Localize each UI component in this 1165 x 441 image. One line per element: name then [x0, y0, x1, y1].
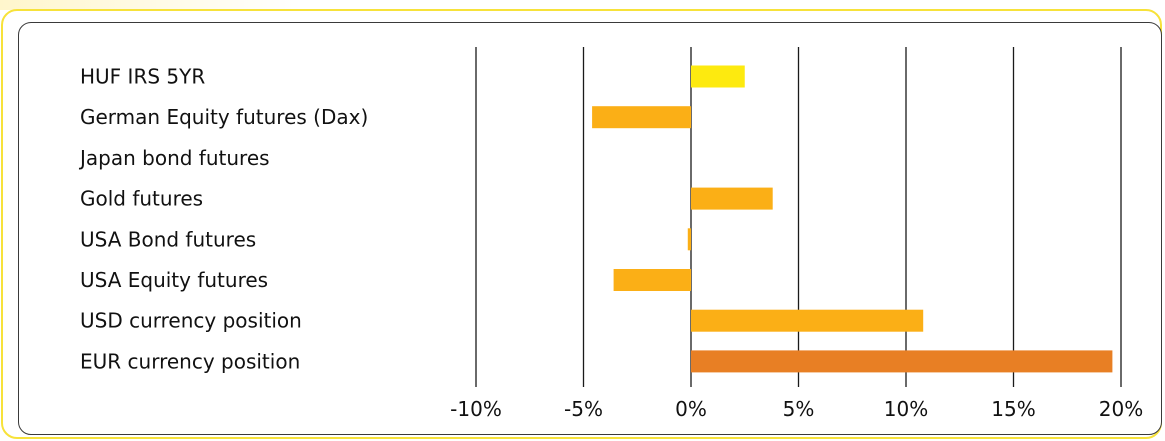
bar — [687, 228, 691, 251]
x-axis-tick-labels: -10% -5% 0% 5% 10% 15% 20% — [450, 397, 1143, 421]
bar — [691, 187, 773, 210]
x-tick-label: 10% — [884, 397, 928, 421]
x-tick-label: 0% — [675, 397, 707, 421]
category-label: EUR currency position — [80, 349, 300, 373]
top-decorative-fade — [0, 0, 300, 10]
category-label: USA Bond futures — [80, 227, 256, 251]
category-label: USD currency position — [80, 309, 302, 333]
x-tick-label: 20% — [1099, 397, 1143, 421]
x-tick-label: -5% — [564, 397, 603, 421]
bar — [691, 65, 745, 88]
category-label: German Equity futures (Dax) — [80, 105, 368, 129]
category-label: Japan bond futures — [78, 146, 270, 170]
category-label: HUF IRS 5YR — [80, 65, 205, 89]
x-tick-label: 15% — [991, 397, 1035, 421]
x-tick-label: 5% — [783, 397, 815, 421]
x-tick-label: -10% — [450, 397, 502, 421]
gridlines — [475, 47, 1122, 387]
category-label: USA Equity futures — [80, 268, 268, 292]
bar — [691, 309, 924, 332]
bar — [592, 106, 691, 129]
category-label: Gold futures — [80, 187, 203, 211]
bar — [613, 269, 691, 291]
category-labels: HUF IRS 5YR German Equity futures (Dax) Ja… — [78, 65, 368, 374]
bars — [592, 65, 1113, 373]
bar — [691, 350, 1113, 373]
